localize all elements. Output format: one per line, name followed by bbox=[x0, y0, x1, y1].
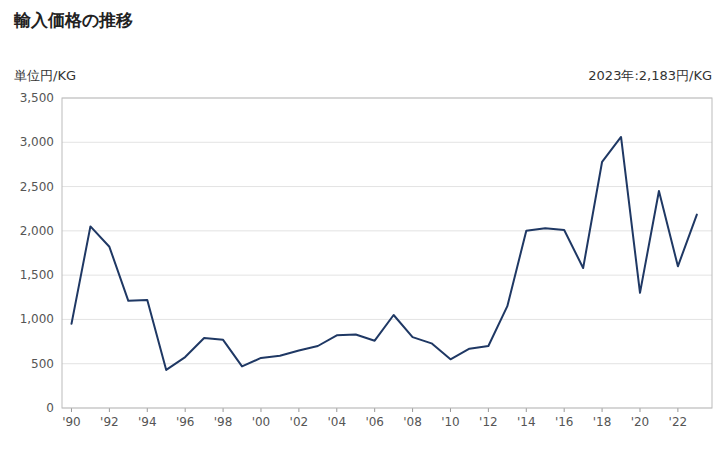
x-tick bbox=[223, 408, 224, 412]
data-layer bbox=[71, 137, 696, 370]
x-tick bbox=[602, 408, 603, 412]
x-tick-label: '10 bbox=[441, 415, 460, 429]
grid-line bbox=[62, 275, 712, 276]
x-tick-label: '18 bbox=[593, 415, 612, 429]
x-tick-label: '20 bbox=[631, 415, 650, 429]
y-tick-label: 1,000 bbox=[20, 312, 54, 326]
y-axis-label: 単位円/KG bbox=[14, 68, 76, 83]
x-tick-label: '94 bbox=[138, 415, 157, 429]
x-tick-label: '90 bbox=[62, 415, 81, 429]
x-tick-label: '98 bbox=[214, 415, 233, 429]
x-tick bbox=[564, 408, 565, 412]
x-tick bbox=[488, 408, 489, 412]
grid-line bbox=[62, 186, 712, 187]
x-tick bbox=[639, 408, 640, 412]
title: 輸入価格の推移 bbox=[13, 10, 133, 30]
grid bbox=[62, 98, 712, 408]
chart: 輸入価格の推移単位円/KG 2023年:2,183円/KG 0 500 1,000 1,5… bbox=[0, 0, 728, 450]
line bbox=[71, 137, 696, 370]
y-tick-label: 0 bbox=[46, 401, 54, 415]
x-tick-label: '96 bbox=[176, 415, 195, 429]
x-tick-label: '92 bbox=[100, 415, 119, 429]
x-tick-label: '08 bbox=[403, 415, 422, 429]
x-tick bbox=[374, 408, 375, 412]
x-tick bbox=[336, 408, 337, 412]
plot-frame bbox=[62, 98, 712, 408]
grid-line bbox=[62, 363, 712, 364]
y-tick-label: 2,500 bbox=[20, 180, 54, 194]
x-tick bbox=[71, 408, 72, 412]
x-tick-label: '06 bbox=[365, 415, 384, 429]
x-tick bbox=[260, 408, 261, 412]
x-tick-label: '04 bbox=[327, 415, 346, 429]
x-tick-label: '12 bbox=[479, 415, 498, 429]
x-tick bbox=[412, 408, 413, 412]
grid-line bbox=[62, 230, 712, 231]
y-tick-label: 1,500 bbox=[20, 268, 54, 282]
axes: 0 500 1,000 1,500 2,000 2,500 3,000 3,500 '90 '92… bbox=[20, 91, 712, 429]
y-tick-label: 2,000 bbox=[20, 224, 54, 238]
x-tick bbox=[450, 408, 451, 412]
annotation: 2023年:2,183円/KG bbox=[588, 68, 712, 83]
grid-line bbox=[62, 319, 712, 320]
y-tick-label: 3,500 bbox=[20, 91, 54, 105]
x-tick bbox=[677, 408, 678, 412]
y-tick-label: 500 bbox=[31, 357, 54, 371]
x-tick-label: '22 bbox=[669, 415, 688, 429]
x-tick bbox=[147, 408, 148, 412]
x-tick bbox=[109, 408, 110, 412]
x-tick-label: '14 bbox=[517, 415, 536, 429]
grid-line bbox=[62, 142, 712, 143]
y-tick-label: 3,000 bbox=[20, 135, 54, 149]
x-tick-label: '02 bbox=[290, 415, 309, 429]
x-tick-label: '00 bbox=[252, 415, 271, 429]
x-tick bbox=[298, 408, 299, 412]
x-tick bbox=[526, 408, 527, 412]
x-tick-label: '16 bbox=[555, 415, 574, 429]
x-tick bbox=[185, 408, 186, 412]
